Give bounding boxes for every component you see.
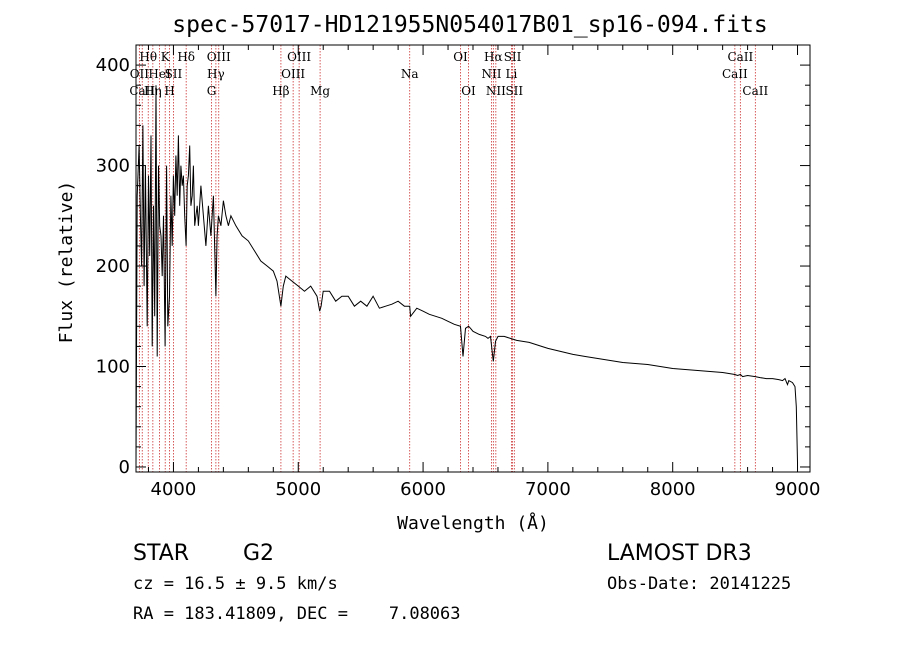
reference-line-label: NII — [486, 84, 506, 98]
reference-line-label: G — [207, 84, 217, 98]
reference-lines — [138, 45, 756, 472]
reference-line-label: Na — [401, 67, 419, 81]
y-tick-label: 0 — [119, 457, 130, 478]
reference-line-label: CaII — [742, 84, 768, 98]
reference-line-label: Mg — [310, 84, 330, 98]
x-axis-label: Wavelength (Å) — [397, 512, 549, 534]
spectrum-line — [135, 85, 798, 468]
y-axis-ticks: 0 100 200 300 400 — [96, 55, 810, 478]
reference-line-labels: Hθ OII CaII Hη HeI K SII H Hδ OIII Hγ G Hβ OIII OIII Mg… — [129, 50, 768, 98]
reference-line-label: SII — [504, 50, 522, 64]
x-tick-label: 5000 — [275, 479, 321, 500]
coordinates: RA = 183.41809, DEC = 7.08063 — [133, 604, 461, 624]
reference-line-label: Hγ — [207, 67, 225, 81]
reference-line-label: K — [161, 50, 171, 64]
x-tick-label: 7000 — [525, 479, 571, 500]
reference-line-label: SII — [505, 84, 523, 98]
reference-line-label: OII — [130, 67, 150, 81]
x-tick-label: 9000 — [775, 479, 821, 500]
y-tick-label: 300 — [96, 156, 130, 177]
reference-line-label: HeI — [148, 67, 171, 81]
reference-line-label: Li — [506, 67, 518, 81]
reference-line-label: Hβ — [272, 84, 289, 98]
reference-line-label: OIII — [281, 67, 305, 81]
reference-line-label: SII — [165, 67, 183, 81]
x-tick-label: 8000 — [650, 479, 696, 500]
redshift-value: cz = 16.5 ± 9.5 km/s — [133, 574, 338, 594]
reference-line-label: Hθ — [139, 50, 157, 64]
y-axis-label: Flux (relative) — [56, 181, 77, 344]
observation-date: Obs-Date: 20141225 — [607, 574, 791, 594]
object-class: STAR — [133, 541, 189, 566]
reference-line-label: Hη — [144, 84, 162, 98]
reference-line-label: H — [164, 84, 174, 98]
object-subclass: G2 — [243, 541, 274, 566]
x-tick-label: 4000 — [151, 479, 197, 500]
reference-line-label: OI — [461, 84, 476, 98]
reference-line-label: OIII — [207, 50, 231, 64]
reference-line-label: OIII — [287, 50, 311, 64]
chart-title: spec-57017-HD121955N054017B01_sp16-094.f… — [172, 12, 767, 38]
reference-line-label: Hα — [484, 50, 503, 64]
reference-line-label: Hδ — [177, 50, 195, 64]
reference-line-label: NII — [481, 67, 501, 81]
reference-line-label: CaII — [727, 50, 753, 64]
y-tick-label: 400 — [96, 55, 130, 76]
survey-name: LAMOST DR3 — [607, 541, 752, 566]
reference-line-label: OI — [453, 50, 468, 64]
y-tick-label: 100 — [96, 357, 130, 378]
y-tick-label: 200 — [96, 256, 130, 277]
reference-line-label: CaII — [722, 67, 748, 81]
x-axis-ticks: 4000 5000 6000 7000 8000 9000 — [147, 45, 821, 500]
plot-frame — [135, 44, 811, 473]
x-tick-label: 6000 — [400, 479, 446, 500]
